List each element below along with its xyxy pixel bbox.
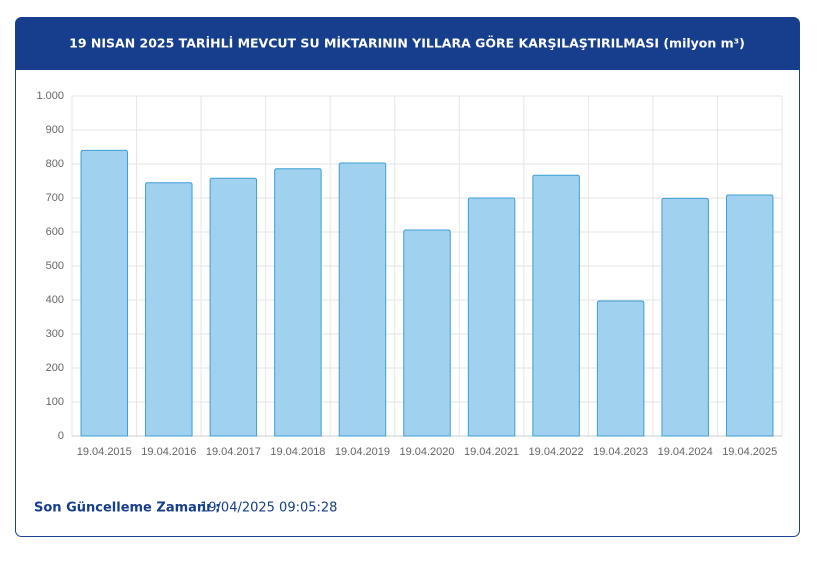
- header: [15, 17, 800, 70]
- x-tick-label: 19.04.2016: [141, 446, 196, 458]
- x-tick-label: 19.04.2018: [270, 446, 325, 458]
- x-tick-label: 19.04.2019: [335, 446, 390, 458]
- bar: [80, 149, 129, 437]
- x-tick-label: 19.04.2021: [464, 446, 519, 458]
- bar: [725, 194, 774, 437]
- y-tick-label: 800: [46, 158, 64, 170]
- bar: [338, 162, 387, 437]
- x-tick-label: 19.04.2025: [722, 446, 777, 458]
- bar: [596, 300, 645, 437]
- y-tick-label: 600: [46, 226, 64, 238]
- y-tick-label: 0: [58, 430, 64, 442]
- bar: [274, 168, 322, 437]
- x-tick-label: 19.04.2017: [206, 446, 261, 458]
- footer-label: Son Güncelleme Zamanı :: [34, 501, 220, 516]
- bar: [532, 174, 580, 437]
- footer-value: 19/04/2025 09:05:28: [200, 501, 337, 516]
- y-tick-label: 700: [46, 192, 64, 204]
- x-tick-label: 19.04.2020: [399, 446, 454, 458]
- y-tick-label: 900: [46, 124, 64, 136]
- chart-title: 19 NISAN 2025 TARİHLİ MEVCUT SU MİKTARIN…: [69, 36, 745, 51]
- y-tick-label: 1.000: [36, 90, 64, 102]
- x-tick-label: 19.04.2024: [658, 446, 713, 458]
- y-tick-label: 400: [46, 294, 64, 306]
- x-tick-label: 19.04.2023: [593, 446, 648, 458]
- bar: [145, 182, 193, 437]
- bar: [403, 229, 451, 437]
- x-tick-label: 19.04.2015: [77, 446, 132, 458]
- y-tick-label: 300: [46, 328, 64, 340]
- y-tick-label: 100: [46, 396, 64, 408]
- y-tick-label: 200: [46, 362, 64, 374]
- bar: [209, 177, 258, 437]
- bar: [467, 197, 516, 437]
- x-tick-label: 19.04.2022: [529, 446, 584, 458]
- bar: [661, 197, 709, 437]
- y-tick-label: 500: [46, 260, 64, 272]
